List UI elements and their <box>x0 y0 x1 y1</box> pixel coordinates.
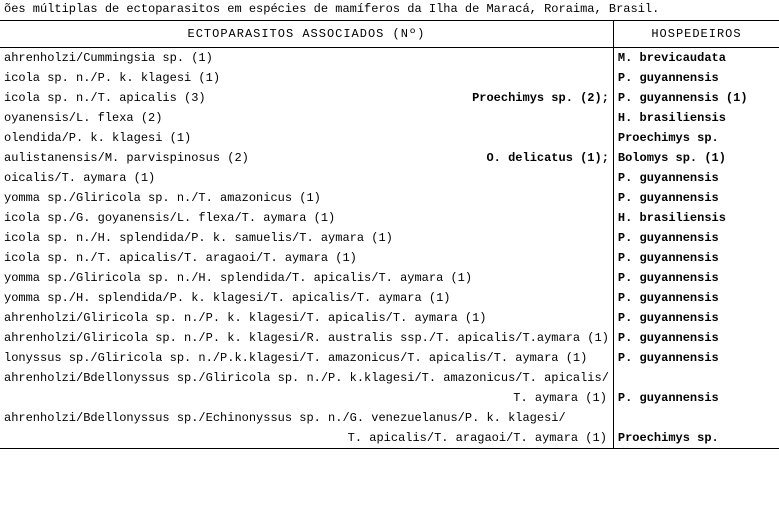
host-cell: P. guyannensis <box>613 68 779 88</box>
table-row: ahrenholzi/Cummingsia sp. (1)M. brevicau… <box>0 48 779 69</box>
host-cell: M. brevicaudata <box>613 48 779 69</box>
table-row: icola sp. n./T. apicalis/T. aragaoi/T. a… <box>0 248 779 268</box>
table-row: yomma sp./Gliricola sp. n./T. amazonicus… <box>0 188 779 208</box>
table-row: icola sp. n./T. apicalis (3)Proechimys s… <box>0 88 779 108</box>
header-ectoparasitos: ECTOPARASITOS ASSOCIADOS (Nº) <box>0 21 613 48</box>
table-row: ahrenholzi/Gliricola sp. n./P. k. klages… <box>0 328 779 348</box>
header-hospedeiros: HOSPEDEIROS <box>613 21 779 48</box>
ecto-cell-continuation: T. aymara (1) <box>0 388 613 408</box>
ecto-cell: ahrenholzi/Bdellonyssus sp./Echinonyssus… <box>0 408 613 428</box>
host-cell: P. guyannensis (1) <box>613 88 779 108</box>
table-row: ahrenholzi/Bdellonyssus sp./Echinonyssus… <box>0 408 779 428</box>
table-caption: ões múltiplas de ectoparasitos em espéci… <box>0 0 779 20</box>
host-cell: P. guyannensis <box>613 248 779 268</box>
host-cell: H. brasiliensis <box>613 108 779 128</box>
host-cell: P. guyannensis <box>613 288 779 308</box>
ecto-cell: oicalis/T. aymara (1) <box>0 168 613 188</box>
host-cell: Proechimys sp. <box>613 128 779 148</box>
ecto-cell: icola sp. n./P. k. klagesi (1) <box>0 68 613 88</box>
ecto-cell: ahrenholzi/Cummingsia sp. (1) <box>0 48 613 69</box>
table-row: T. aymara (1)P. guyannensis <box>0 388 779 408</box>
ectoparasite-table: ECTOPARASITOS ASSOCIADOS (Nº) HOSPEDEIRO… <box>0 20 779 449</box>
host-cell: P. guyannensis <box>613 228 779 248</box>
host-cell: P. guyannensis <box>613 308 779 328</box>
host-cell: P. guyannensis <box>613 328 779 348</box>
ecto-cell: ahrenholzi/Bdellonyssus sp./Gliricola sp… <box>0 368 613 388</box>
table-row: icola sp. n./P. k. klagesi (1)P. guyanne… <box>0 68 779 88</box>
ecto-cell: yomma sp./Gliricola sp. n./T. amazonicus… <box>0 188 613 208</box>
host-cell: P. guyannensis <box>613 188 779 208</box>
ecto-cell: lonyssus sp./Gliricola sp. n./P.k.klages… <box>0 348 613 368</box>
host-cell: P. guyannensis <box>613 348 779 368</box>
ecto-cell: icola sp. n./T. apicalis/T. aragaoi/T. a… <box>0 248 613 268</box>
host-cell: H. brasiliensis <box>613 208 779 228</box>
host-cell <box>613 408 779 428</box>
table-row: T. apicalis/T. aragaoi/T. aymara (1)Proe… <box>0 428 779 449</box>
table-row: yomma sp./H. splendida/P. k. klagesi/T. … <box>0 288 779 308</box>
host-cell: P. guyannensis <box>613 388 779 408</box>
table-row: lonyssus sp./Gliricola sp. n./P.k.klages… <box>0 348 779 368</box>
table-body: ahrenholzi/Cummingsia sp. (1)M. brevicau… <box>0 48 779 449</box>
ecto-cell: ahrenholzi/Gliricola sp. n./P. k. klages… <box>0 308 613 328</box>
ecto-cell: aulistanensis/M. parvispinosus (2)O. del… <box>0 148 613 168</box>
table-row: olendida/P. k. klagesi (1)Proechimys sp. <box>0 128 779 148</box>
table-header-row: ECTOPARASITOS ASSOCIADOS (Nº) HOSPEDEIRO… <box>0 21 779 48</box>
host-cell: P. guyannensis <box>613 268 779 288</box>
ecto-cell: icola sp./G. goyanensis/L. flexa/T. ayma… <box>0 208 613 228</box>
table-row: icola sp. n./H. splendida/P. k. samuelis… <box>0 228 779 248</box>
ecto-cell: yomma sp./H. splendida/P. k. klagesi/T. … <box>0 288 613 308</box>
table-row: icola sp./G. goyanensis/L. flexa/T. ayma… <box>0 208 779 228</box>
ecto-cell: olendida/P. k. klagesi (1) <box>0 128 613 148</box>
table-row: ahrenholzi/Bdellonyssus sp./Gliricola sp… <box>0 368 779 388</box>
table-row: ahrenholzi/Gliricola sp. n./P. k. klages… <box>0 308 779 328</box>
table-row: oicalis/T. aymara (1)P. guyannensis <box>0 168 779 188</box>
table-row: aulistanensis/M. parvispinosus (2)O. del… <box>0 148 779 168</box>
host-cell: Proechimys sp. <box>613 428 779 449</box>
ecto-cell: icola sp. n./H. splendida/P. k. samuelis… <box>0 228 613 248</box>
ecto-cell: ahrenholzi/Gliricola sp. n./P. k. klages… <box>0 328 613 348</box>
table-row: yomma sp./Gliricola sp. n./H. splendida/… <box>0 268 779 288</box>
ecto-cell: icola sp. n./T. apicalis (3)Proechimys s… <box>0 88 613 108</box>
host-cell: P. guyannensis <box>613 168 779 188</box>
ecto-cell: yomma sp./Gliricola sp. n./H. splendida/… <box>0 268 613 288</box>
host-cell <box>613 368 779 388</box>
host-cell: Bolomys sp. (1) <box>613 148 779 168</box>
ecto-cell: oyanensis/L. flexa (2) <box>0 108 613 128</box>
ecto-cell-continuation: T. apicalis/T. aragaoi/T. aymara (1) <box>0 428 613 449</box>
page: ões múltiplas de ectoparasitos em espéci… <box>0 0 779 515</box>
table-row: oyanensis/L. flexa (2)H. brasiliensis <box>0 108 779 128</box>
